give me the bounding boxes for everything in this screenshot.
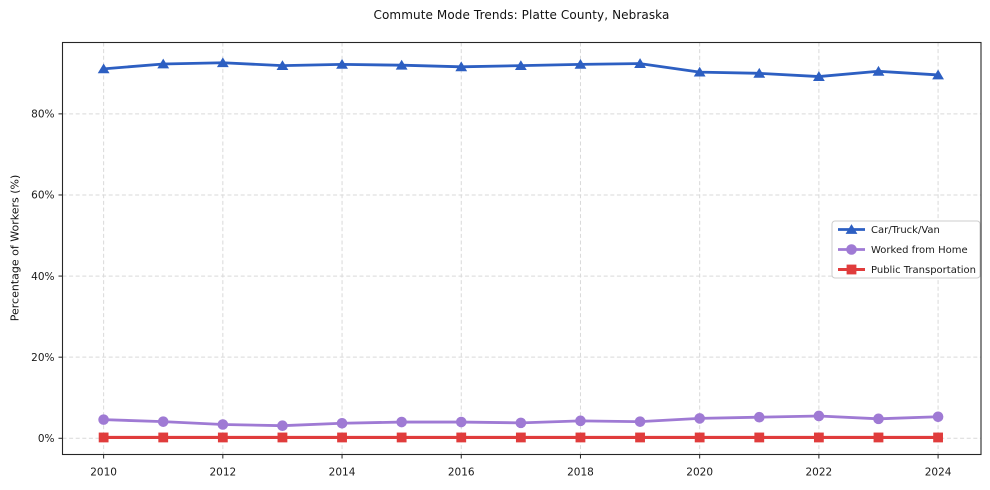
axes-border <box>61 41 982 456</box>
legend: Car/Truck/Van Worked from Home Public Tran… <box>831 220 981 279</box>
series-public-transportation <box>98 432 943 443</box>
x-tick-label: 2018 <box>567 467 594 479</box>
x-tick-label: 2022 <box>806 467 833 479</box>
series-worked-from-home <box>98 410 944 432</box>
y-tick-label: 80% <box>31 109 54 121</box>
y-tick-labels: 0% 20% 40% 60% 80% <box>31 109 54 445</box>
x-tick-labels: 2010 2012 2014 2016 2018 2020 2022 2024 <box>90 467 951 479</box>
series-car-truck-van <box>97 57 944 81</box>
chart-title: Commute Mode Trends: Platte County, Nebr… <box>373 8 670 22</box>
y-tick-label: 60% <box>31 190 54 202</box>
legend-label: Worked from Home <box>871 245 968 256</box>
legend-label: Public Transportation <box>871 265 976 276</box>
legend-item-car-truck-van: Car/Truck/Van <box>838 224 940 236</box>
y-tick-label: 0% <box>38 433 55 445</box>
legend-item-public-transportation: Public Transportation <box>838 264 976 276</box>
legend-item-worked-from-home: Worked from Home <box>838 244 968 256</box>
x-tick-label: 2014 <box>329 467 356 479</box>
y-tick-label: 40% <box>31 271 54 283</box>
y-tick-label: 20% <box>31 352 54 364</box>
legend-label: Car/Truck/Van <box>871 225 940 236</box>
x-tick-label: 2024 <box>925 467 952 479</box>
x-tick-label: 2010 <box>90 467 117 479</box>
x-tick-label: 2020 <box>686 467 713 479</box>
x-tick-label: 2016 <box>448 467 475 479</box>
x-tick-label: 2012 <box>209 467 236 479</box>
tick-marks <box>58 113 939 459</box>
